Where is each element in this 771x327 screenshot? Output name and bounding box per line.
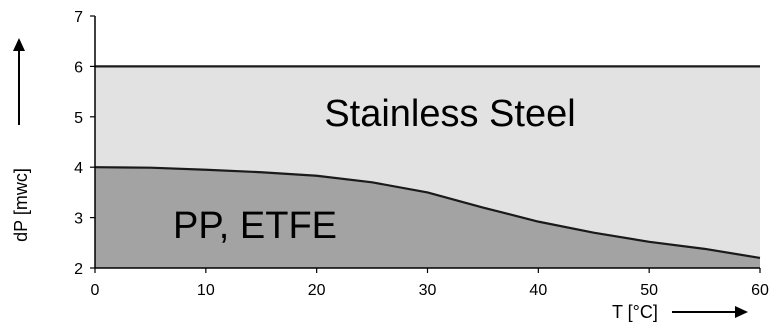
y-tick-label: 5 xyxy=(74,110,83,127)
stainless-steel-label: Stainless Steel xyxy=(324,93,575,135)
x-tick-label: 10 xyxy=(197,282,215,299)
x-tick-label: 40 xyxy=(529,282,547,299)
x-tick-label: 60 xyxy=(751,282,769,299)
y-tick-label: 4 xyxy=(74,160,83,177)
x-tick-label: 20 xyxy=(308,282,326,299)
y-axis-title: dP [mwc] xyxy=(11,168,31,242)
y-tick-label: 2 xyxy=(74,261,83,278)
x-tick-label: 50 xyxy=(640,282,658,299)
y-tick-label: 3 xyxy=(74,211,83,228)
y-tick-label: 6 xyxy=(74,59,83,76)
x-axis-title-group: T [°C] xyxy=(612,302,748,322)
x-axis-title: T [°C] xyxy=(612,302,658,322)
pp-etfe-label: PP, ETFE xyxy=(173,205,337,247)
pp-etfe-area xyxy=(95,167,760,268)
y-tick-label: 7 xyxy=(74,9,83,26)
y-axis-ticks: 2 3 4 5 6 7 xyxy=(74,9,95,278)
x-tick-label: 0 xyxy=(91,282,100,299)
x-axis-ticks: 0 10 20 30 40 50 60 xyxy=(91,268,769,299)
x-tick-label: 30 xyxy=(419,282,437,299)
y-axis-title-group: dP [mwc] xyxy=(11,38,31,242)
y-axis-arrow-head xyxy=(13,38,25,51)
pp-etfe-line xyxy=(94,166,761,260)
x-axis-arrow-head xyxy=(735,306,748,318)
